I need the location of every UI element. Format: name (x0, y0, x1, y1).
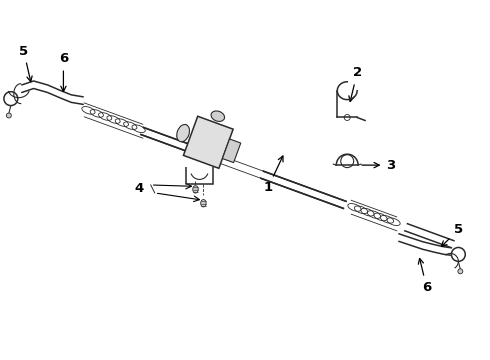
Text: 5: 5 (441, 223, 463, 247)
Polygon shape (183, 116, 233, 168)
Text: 5: 5 (19, 45, 32, 82)
Ellipse shape (177, 125, 190, 142)
Text: 6: 6 (418, 258, 431, 294)
Text: 2: 2 (349, 66, 362, 102)
Text: 6: 6 (59, 53, 68, 91)
Ellipse shape (211, 111, 224, 121)
Text: 3: 3 (362, 159, 395, 172)
Polygon shape (222, 139, 241, 163)
Ellipse shape (193, 186, 198, 193)
Ellipse shape (201, 199, 206, 207)
Circle shape (458, 269, 463, 274)
Circle shape (6, 113, 11, 118)
Text: 1: 1 (263, 156, 283, 194)
Text: 4: 4 (134, 183, 144, 195)
